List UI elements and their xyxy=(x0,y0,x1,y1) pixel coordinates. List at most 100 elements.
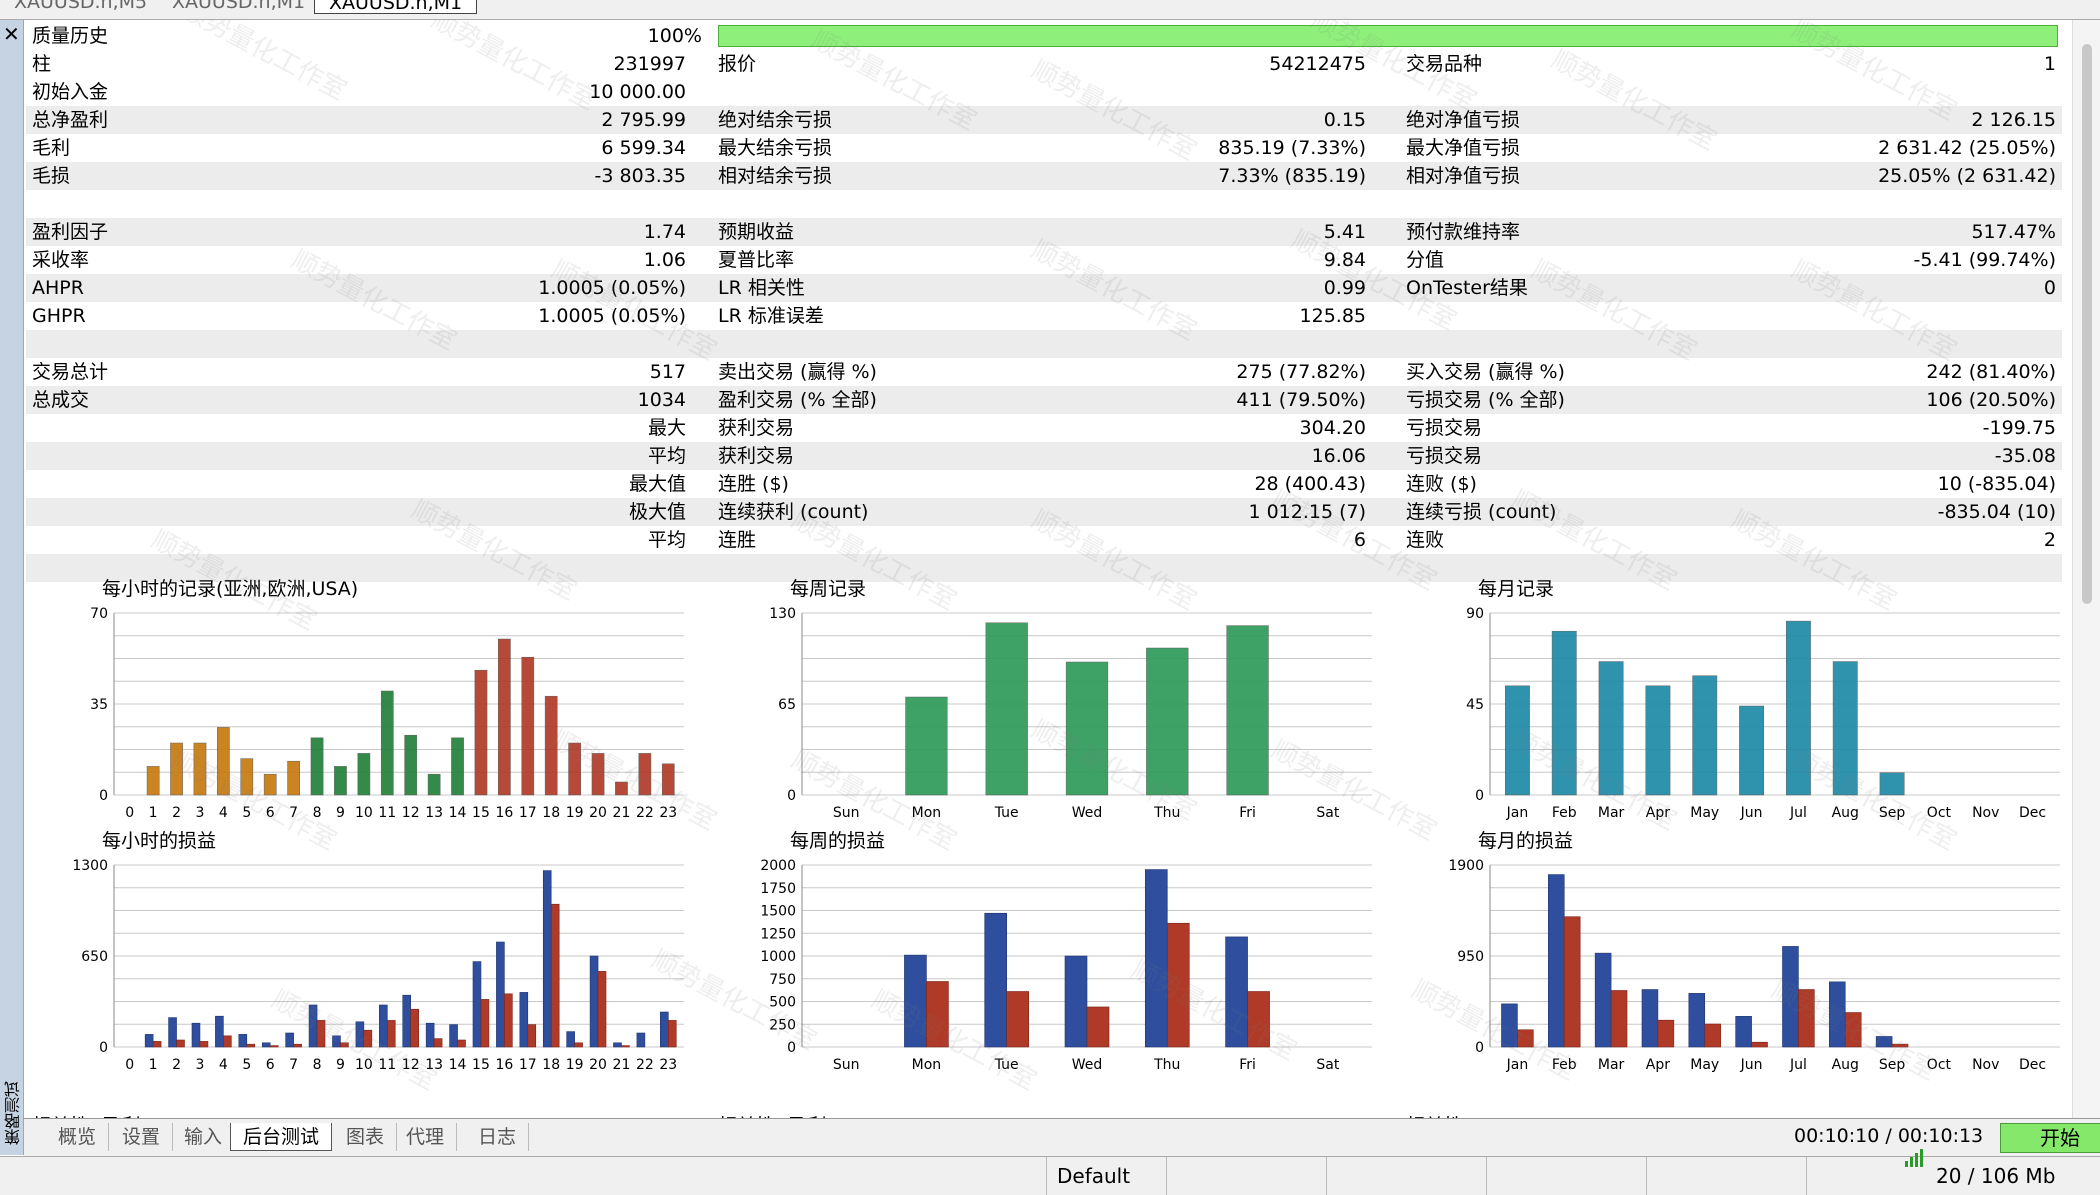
close-icon[interactable]: ✕ xyxy=(3,22,20,46)
stat-label: OnTester结果 xyxy=(1406,277,1528,299)
bar xyxy=(1598,661,1624,796)
bar xyxy=(638,753,652,796)
x-tick-label: 12 xyxy=(402,805,420,821)
bar xyxy=(621,1045,630,1048)
stat-label: 获利交易 xyxy=(718,445,795,467)
x-tick-label: 13 xyxy=(425,805,443,821)
y-tick-label: 1500 xyxy=(760,904,796,920)
y-tick-label: 0 xyxy=(1475,788,1484,804)
stat-value: 最大值 xyxy=(628,473,686,495)
stat-label: 绝对净值亏损 xyxy=(1406,109,1521,131)
bar xyxy=(1832,661,1858,796)
y-tick-label: 0 xyxy=(99,788,108,804)
stat-value: 0.1346 xyxy=(1756,1112,2056,1118)
stat-value: 5.41 xyxy=(1323,221,1366,243)
chart-tab[interactable]: XAUUSD.h,M1 xyxy=(172,0,306,13)
x-tick-label: 20 xyxy=(589,1057,607,1073)
stat-label: 总净盈利 xyxy=(32,109,109,131)
stat-value: 10 (-835.04) xyxy=(1937,473,2056,495)
tab-0[interactable]: 概览 xyxy=(46,1123,110,1151)
stats-row: 总净盈利 2 795.99 绝对结余亏损 0.15 绝对净值亏损 2 126.15 xyxy=(26,106,2062,134)
x-tick-label: Sep xyxy=(1879,805,1906,821)
bar xyxy=(615,781,628,796)
y-tick-label: 1250 xyxy=(760,926,796,942)
stat-value xyxy=(1066,190,1366,218)
tab-3[interactable]: 后台测试 xyxy=(230,1123,333,1151)
x-tick-label: 0 xyxy=(125,1057,134,1073)
stats-row: 最大值 连胜 ($) 28 (400.43) 连败 ($) 10 (-835.04) xyxy=(26,470,2062,498)
tab-5[interactable]: 代理 xyxy=(394,1123,458,1151)
stat-label: 预付款维持率 xyxy=(1406,221,1521,243)
y-tick-label: 2000 xyxy=(760,858,796,874)
chart-1: 每周记录 0 65 130 Sun Mon Tue Wed Thu Fri Sat xyxy=(769,578,1372,821)
x-tick-label: Wed xyxy=(1072,1057,1103,1073)
stat-value: 1.74 xyxy=(643,221,686,243)
x-tick-label: 18 xyxy=(542,1057,560,1073)
stats-row: AHPR 1.0005 (0.05%) LR 相关性 0.99 OnTester结果 0 xyxy=(26,274,2062,302)
stat-label: 交易总计 xyxy=(32,361,109,383)
stats-row: 柱 231997 报价 54212475 交易品种 1 xyxy=(26,50,2062,78)
status-cell xyxy=(1806,1157,1896,1195)
stat-value: 平均 xyxy=(647,445,686,467)
bar xyxy=(1064,955,1088,1048)
x-tick-label: 21 xyxy=(613,805,631,821)
x-tick-label: 14 xyxy=(449,805,467,821)
bar xyxy=(457,1039,466,1048)
y-tick-label: 90 xyxy=(1466,606,1484,622)
x-tick-label: 9 xyxy=(336,1057,345,1073)
x-tick-label: 4 xyxy=(219,805,228,821)
x-tick-label: 2 xyxy=(172,805,181,821)
bar xyxy=(1875,1036,1893,1048)
bar xyxy=(1798,989,1815,1048)
x-tick-label: 15 xyxy=(472,1057,490,1073)
stat-value: 1.0005 (0.05%) xyxy=(538,305,686,327)
x-tick-label: Feb xyxy=(1552,1057,1577,1073)
scrollbar-thumb[interactable] xyxy=(2082,44,2092,604)
start-button[interactable]: 开始 xyxy=(2000,1123,2100,1153)
status-bar: Default 20 / 106 Mb xyxy=(0,1149,2100,1195)
bar xyxy=(1785,620,1811,796)
bar xyxy=(550,903,560,1048)
bar xyxy=(380,690,394,796)
vertical-scrollbar[interactable] xyxy=(2072,20,2100,1118)
x-tick-label: Sat xyxy=(1316,1057,1339,1073)
chart-tab-active[interactable]: XAUUSD.h,M1 xyxy=(314,0,478,14)
chart-tab[interactable]: XAUUSD.h,M5 xyxy=(14,0,148,13)
stat-label: 相关性 (盈利,MFE) xyxy=(32,1112,193,1118)
bar xyxy=(1645,685,1671,796)
x-tick-label: 5 xyxy=(242,1057,251,1073)
chart-5: 每月的损益 0 950 1900 Jan Feb Mar Apr May Jun Jul Aug Sep… xyxy=(1448,830,2060,1073)
x-tick-label: 22 xyxy=(636,805,654,821)
y-tick-label: 650 xyxy=(81,949,108,965)
x-tick-label: Dec xyxy=(2019,1057,2046,1073)
stat-value: 2 795.99 xyxy=(601,109,686,131)
tab-1[interactable]: 设置 xyxy=(110,1123,174,1151)
chart-title: 每月记录 xyxy=(1478,578,1554,600)
chart-2: 每月记录 0 45 90 Jan Feb Mar Apr May Jun Jul Aug Sep Oct N… xyxy=(1466,578,2060,821)
y-tick-label: 70 xyxy=(90,606,108,622)
bar xyxy=(363,1029,373,1048)
x-tick-label: 14 xyxy=(449,1057,467,1073)
bar xyxy=(498,638,511,796)
stat-label: 最大结余亏损 xyxy=(718,137,833,159)
x-tick-label: 10 xyxy=(355,1057,373,1073)
bar xyxy=(1751,1041,1768,1048)
bar xyxy=(1166,922,1190,1048)
tester-side-panel: ✕ 策略测试 xyxy=(0,20,24,1155)
bar xyxy=(1065,661,1109,796)
stats-row: GHPR 1.0005 (0.05%) LR 标准误差 125.85 xyxy=(26,302,2062,330)
x-tick-label: 3 xyxy=(195,805,204,821)
tab-2[interactable]: 输入 xyxy=(172,1123,236,1151)
y-tick-label: 130 xyxy=(769,606,796,622)
bar xyxy=(521,656,535,796)
bar xyxy=(504,993,513,1048)
stat-value: 242 (81.40%) xyxy=(1926,361,2056,383)
stat-value: 1 xyxy=(2043,53,2056,75)
stat-value xyxy=(1066,78,1366,106)
x-tick-label: 7 xyxy=(289,1057,298,1073)
tab-6[interactable]: 日志 xyxy=(466,1123,530,1151)
bar xyxy=(334,766,347,796)
stat-label: 总成交 xyxy=(32,389,90,411)
tab-4[interactable]: 图表 xyxy=(334,1123,398,1151)
stats-row: 毛损 -3 803.35 相对结余亏损 7.33% (835.19) 相对净值亏损 25.… xyxy=(26,162,2062,190)
